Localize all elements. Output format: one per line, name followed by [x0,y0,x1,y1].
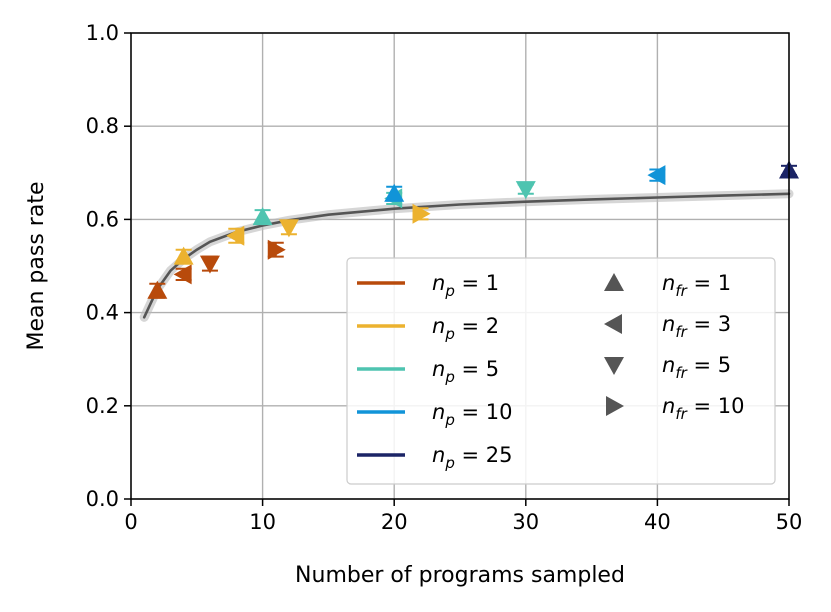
legend-entry-label: np = 5 [432,357,499,386]
legend-value: = 10 [687,394,745,418]
legend-marker-right [606,396,624,416]
data-point [173,246,194,265]
y-tick-label: 0.6 [86,207,119,231]
legend-entry-label: np = 2 [432,314,499,343]
legend-entry-nfr: nfr = 5 [604,353,731,382]
data-point [226,225,245,246]
data-point [173,264,192,285]
legend-entry-label: np = 25 [432,443,513,472]
legend-entry-np: np = 5 [357,357,499,386]
legend-entry-label: np = 10 [432,400,513,429]
legend-symbol: n [432,314,445,338]
y-tick-label: 0.8 [86,114,119,138]
legend-entry-np: np = 1 [357,271,499,300]
point-marker-left [647,165,666,186]
legend-symbol: n [432,271,445,295]
point-marker-down [515,181,536,200]
legend-marker-down [604,357,624,375]
legend-value: = 25 [455,443,513,467]
y-tick-label: 0.2 [86,394,119,418]
legend-entry-nfr: nfr = 10 [606,394,744,423]
data-point [147,280,168,299]
legend-entry-nfr: nfr = 3 [604,312,731,341]
data-points [147,160,799,299]
legend-marker-left [604,314,622,334]
plot-frame [130,32,790,500]
legend-value: = 5 [455,357,499,381]
legend-subscript: p [444,411,455,429]
x-tick-label: 30 [512,510,539,534]
legend-value: = 10 [455,400,513,424]
y-tick-label: 0.4 [86,301,119,325]
fit-curve [139,189,794,322]
data-point [647,165,666,186]
x-tick-label: 40 [644,510,671,534]
y-tick-label: 0.0 [86,487,119,511]
legend-subscript: p [444,325,455,343]
point-marker-left [226,225,245,246]
legend-value: = 1 [687,271,731,295]
legend-box [346,257,776,485]
legend-entry-label: nfr = 3 [662,312,731,341]
point-marker-down [199,255,220,274]
legend-symbol: n [662,271,675,295]
point-marker-right [267,239,286,260]
point-marker-down [278,219,299,238]
legend-entry-np: np = 25 [357,443,513,472]
point-marker-right [412,203,431,224]
data-point [252,207,273,226]
legend-entry-nfr: nfr = 1 [604,271,731,300]
legend-symbol: n [662,394,675,418]
axis-ticks: 0 10 20 30 40 50 0.0 0.2 0.4 0.6 0.8 1.0 [86,21,803,534]
legend-subscript: fr [675,282,687,300]
legend-value: = 5 [687,353,731,377]
data-point [515,181,536,200]
legend-subscript: p [444,282,455,300]
legend-entry-label: np = 1 [432,271,499,300]
x-tick-label: 0 [124,510,137,534]
legend-subscript: p [444,368,455,386]
legend-value: = 2 [455,314,499,338]
data-point [199,255,220,274]
legend-entry-np: np = 2 [357,314,499,343]
legend-subscript: fr [675,364,687,382]
x-tick-label: 10 [249,510,276,534]
data-point [384,183,405,202]
legend-symbol: n [432,357,445,381]
point-marker-up [252,207,273,226]
point-marker-up [173,246,194,265]
point-marker-left [173,264,192,285]
legend-subscript: p [444,454,455,472]
y-axis-label: Mean pass rate [24,182,49,351]
legend-entry-label: nfr = 1 [662,271,731,300]
legend-marker-up [604,273,624,291]
point-marker-up [147,280,168,299]
legend-entry-np: np = 10 [357,400,513,429]
fit-line [142,192,791,319]
y-tick-label: 1.0 [86,21,119,45]
legend-symbol: n [432,443,445,467]
legend-entry-label: nfr = 5 [662,353,731,382]
legend-symbol: n [432,400,445,424]
legend-subscript: fr [675,405,687,423]
data-point [412,203,431,224]
legend-entry-label: nfr = 10 [662,394,744,423]
x-tick-label: 50 [776,510,803,534]
legend-value: = 3 [687,312,731,336]
x-axis-label: Number of programs sampled [295,563,625,588]
legend-value: = 1 [455,271,499,295]
data-point [278,219,299,238]
legend-symbol: n [662,312,675,336]
point-marker-up [384,183,405,202]
data-point [267,239,286,260]
x-tick-label: 20 [381,510,408,534]
legend-symbol: n [662,353,675,377]
legend-subscript: fr [675,323,687,341]
